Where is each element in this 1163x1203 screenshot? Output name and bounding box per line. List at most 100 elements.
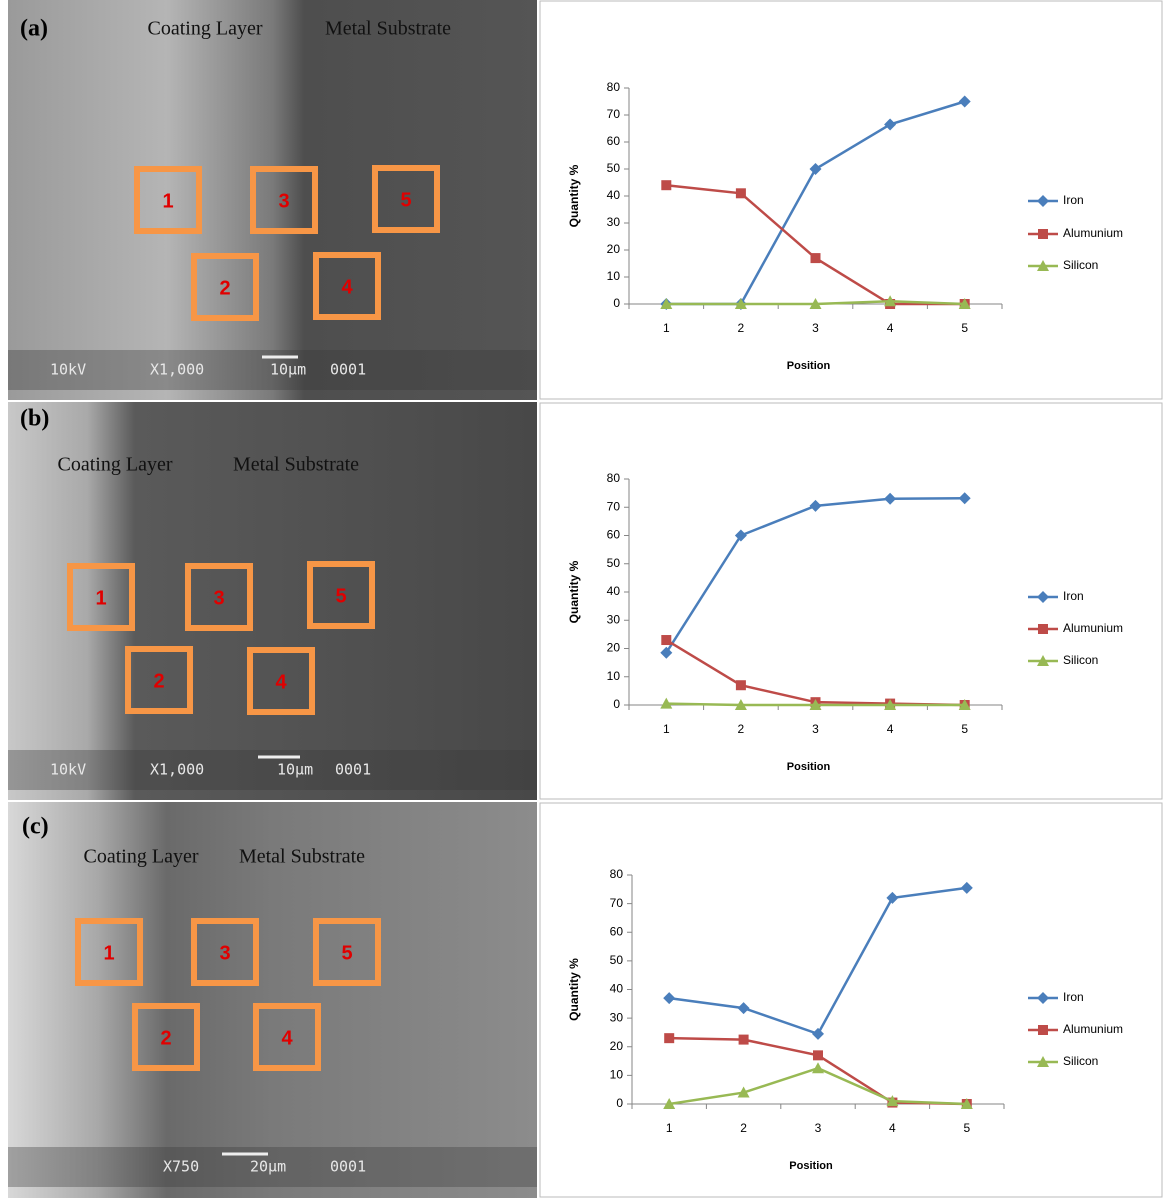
data-point [661, 635, 671, 645]
y-tick-label: 40 [607, 188, 621, 202]
legend-label: Silicon [1063, 1054, 1098, 1068]
data-point [736, 188, 746, 198]
y-axis-title: Quantity % [567, 560, 581, 623]
y-tick-label: 50 [610, 953, 624, 967]
sem-panel: (c) Coating Layer Metal Substrate 1 2 3 4 5 X750… [8, 802, 537, 1198]
legend-label: Iron [1063, 193, 1084, 207]
y-tick-label: 30 [610, 1010, 624, 1024]
y-tick-label: 20 [607, 641, 621, 655]
legend-label: Silicon [1063, 258, 1098, 272]
data-point [739, 1035, 749, 1045]
x-axis-title: Position [789, 1160, 833, 1172]
region-label: 4 [281, 1027, 293, 1049]
substrate-label: Metal Substrate [239, 846, 365, 868]
legend-label: Alumunium [1063, 1022, 1123, 1036]
y-tick-label: 70 [607, 107, 621, 121]
sem-panel: (a)Coating LayerMetal Substrate1234510kV… [8, 0, 537, 400]
sem-info: 20μm [250, 1158, 286, 1176]
page: body { margin: 0; width: 1163px; height:… [0, 0, 1163, 1198]
region-label: 5 [335, 585, 346, 607]
sem-info: X750 [163, 1158, 199, 1176]
sem-info: 10μm [270, 361, 306, 379]
y-tick-label: 50 [607, 556, 621, 570]
panel-label: (c) [22, 814, 49, 840]
data-point [664, 1033, 674, 1043]
y-tick-label: 80 [607, 80, 621, 94]
y-tick-label: 30 [607, 215, 621, 229]
sem-info: 10kV [50, 361, 86, 379]
region-label: 2 [160, 1027, 171, 1049]
region-label: 5 [341, 942, 352, 964]
x-tick-label: 3 [812, 722, 819, 736]
y-tick-label: 20 [607, 242, 621, 256]
figure: (a) Coating Layer Metal Substrate 1 2 3 4 5 10kV… [0, 0, 1163, 1198]
y-tick-label: 10 [607, 669, 621, 683]
y-tick-label: 0 [613, 697, 620, 711]
region-label: 5 [400, 189, 411, 211]
legend-label: Alumunium [1063, 621, 1123, 635]
region-label: 3 [213, 587, 224, 609]
y-tick-label: 20 [610, 1039, 624, 1053]
legend-label: Iron [1063, 990, 1084, 1004]
x-tick-label: 2 [740, 1121, 747, 1135]
region-label: 4 [275, 671, 287, 693]
y-axis-title: Quantity % [567, 958, 581, 1021]
coating-label: Coating Layer [84, 846, 199, 868]
x-tick-label: 4 [887, 722, 894, 736]
y-tick-label: 40 [610, 982, 624, 996]
panel-label: (b) [20, 406, 49, 432]
x-tick-label: 3 [815, 1121, 822, 1135]
y-tick-label: 70 [610, 896, 624, 910]
x-tick-label: 3 [812, 321, 819, 335]
x-tick-label: 2 [738, 722, 745, 736]
chart: 0102030405060708012345PositionQuantity %… [540, 403, 1162, 799]
sem-info: 0001 [335, 761, 371, 779]
x-tick-label: 1 [663, 321, 670, 335]
chart: 0102030405060708012345PositionQuantity %… [540, 1, 1162, 399]
coating-label: Coating Layer [58, 454, 173, 476]
region-label: 1 [162, 190, 173, 212]
y-tick-label: 50 [607, 161, 621, 175]
body: {"panels": [ {"label": "(a)", "coating":… [0, 0, 1163, 1198]
region-label: 3 [219, 942, 230, 964]
sem-info: 0001 [330, 361, 366, 379]
legend-label: Silicon [1063, 653, 1098, 667]
y-tick-label: 30 [607, 612, 621, 626]
y-tick-label: 60 [607, 528, 621, 542]
data-point [813, 1050, 823, 1060]
region-label: 4 [341, 276, 353, 298]
y-tick-label: 60 [607, 134, 621, 148]
region-label: 2 [153, 670, 164, 692]
panel-label: (a) [20, 16, 48, 42]
legend-label: Iron [1063, 589, 1084, 603]
x-tick-label: 5 [963, 1121, 970, 1135]
region-label: 1 [103, 942, 114, 964]
x-tick-label: 5 [961, 722, 968, 736]
x-tick-label: 1 [666, 1121, 673, 1135]
sem-info: X1,000 [150, 361, 204, 379]
sem-info: X1,000 [150, 761, 204, 779]
x-tick-label: 4 [887, 321, 894, 335]
sem-info: 10kV [50, 761, 86, 779]
x-axis-title: Position [787, 360, 831, 372]
y-tick-label: 40 [607, 584, 621, 598]
y-tick-label: 0 [613, 296, 620, 310]
y-axis-title: Quantity % [567, 164, 581, 227]
substrate-label: Metal Substrate [325, 18, 451, 40]
data-point [811, 253, 821, 263]
y-tick-label: 60 [610, 924, 624, 938]
region-label: 2 [219, 277, 230, 299]
data-point [1038, 229, 1048, 239]
y-tick-label: 70 [607, 499, 621, 513]
legend-label: Alumunium [1063, 226, 1123, 240]
coating-label: Coating Layer [148, 18, 263, 40]
x-tick-label: 5 [961, 321, 968, 335]
data-point [1038, 1025, 1048, 1035]
y-tick-label: 10 [607, 269, 621, 283]
region-label: 1 [95, 587, 106, 609]
data-point [1038, 624, 1048, 634]
x-tick-label: 4 [889, 1121, 896, 1135]
x-tick-label: 1 [663, 722, 670, 736]
